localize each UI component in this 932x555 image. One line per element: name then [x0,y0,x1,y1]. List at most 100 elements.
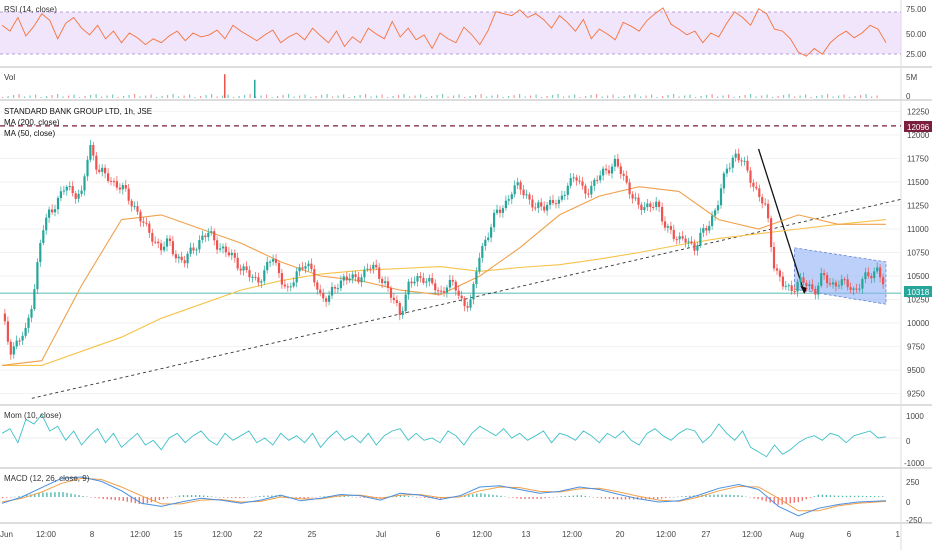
candle-body [392,297,395,301]
candle-body [313,269,316,283]
macd-histogram-bar [600,497,603,499]
time-axis-label: 6 [436,530,441,539]
macd-histogram-bar [556,496,558,498]
candle-body [519,182,522,190]
candle-body [425,281,428,283]
macd-histogram-bar [793,497,795,503]
candle-body [610,166,614,174]
volume-bar [79,97,81,98]
candle-body [248,270,251,278]
macd-histogram-bar [785,497,787,504]
candle-body [233,252,236,258]
volume-bar [838,95,840,98]
candle-body [876,267,879,272]
rsi-tick: 75.00 [906,5,927,14]
macd-histogram-bar [801,497,803,501]
candle-body [92,145,95,156]
time-axis-label: Aug [790,530,804,539]
macd-histogram-bar [809,497,812,498]
volume-bar [46,96,48,98]
candle-body [764,203,767,205]
time-axis[interactable]: Jun 12:00 8 12:00 15 12:00 22 25 Jul 6 12:00 13 12:0… [0,530,901,539]
macd-histogram-bar [797,497,799,503]
price-title: STANDARD BANK GROUP LTD, 1h, JSE [4,107,152,116]
candle-body [354,274,357,277]
volume-bar [827,94,829,98]
volume-bar [442,94,444,98]
candle-body [163,246,166,251]
candle-body [746,160,749,171]
volume-bar [761,95,763,98]
candle-body [112,181,116,183]
candle-body [101,167,104,172]
macd-histogram-bar [247,497,249,498]
macd-histogram-bar [833,495,836,497]
volume-bar [585,96,587,98]
macd-histogram-bar [395,496,398,497]
volume-bar [601,96,603,98]
candle-body [372,264,375,269]
macd-histogram-bar [564,496,566,497]
candle-body [242,266,245,271]
candle-body [531,199,534,208]
volume-bar [183,95,185,98]
candle-body [310,263,313,270]
macd-histogram-bar [685,496,687,497]
volume-bar [387,97,389,98]
macd-histogram-bar [323,496,325,497]
candle-body [71,186,74,194]
candle-body [272,259,275,262]
candle-body [823,273,826,276]
candle-body [528,194,531,200]
macd-histogram-bar [777,497,779,505]
volume-bar [695,97,697,98]
candle-body [133,206,136,208]
volume-bar [645,95,647,98]
candle-body [401,311,404,315]
volume-bar [244,95,246,98]
candle-body [569,178,572,186]
candle-body [342,276,345,281]
candle-body [590,185,593,195]
macd-signal-line [1,477,887,512]
candle-body [366,268,369,270]
candle-body [18,340,21,342]
candle-body [719,188,723,206]
macd-histogram-bar [42,492,44,497]
macd-histogram-bar [857,495,860,498]
candle-body [537,202,540,208]
candle-body [699,232,702,246]
macd-histogram-bar [584,495,586,497]
volume-bar [150,94,152,98]
volume-bar [656,97,658,98]
candle-body [811,284,814,290]
volume-bar [750,94,752,98]
candle-body [796,281,799,292]
volume-bar [502,97,504,98]
macd-histogram-bar [130,497,132,503]
volume-bar [854,96,856,98]
macd-histogram-bar [114,497,116,501]
candle-body [451,279,454,282]
candle-body [557,199,560,204]
candle-body [728,167,731,169]
candle-body [778,270,781,277]
macd-histogram-bar [721,494,723,497]
macd-histogram-bar [612,497,615,500]
volume-bar [480,94,482,98]
volume-bar [590,95,592,98]
macd-histogram-bar [134,497,136,504]
volume-layer [2,74,878,98]
candle-body [767,203,770,219]
candle-body [696,245,699,251]
price-tick: 9750 [907,343,925,352]
candle-body [543,206,546,211]
candle-body [828,283,832,285]
candle-body [109,180,113,182]
candle-body [643,207,646,211]
candle-body [251,276,254,278]
candle-body [879,267,882,278]
macd-histogram-bar [536,497,538,499]
volume-bar [123,96,125,98]
